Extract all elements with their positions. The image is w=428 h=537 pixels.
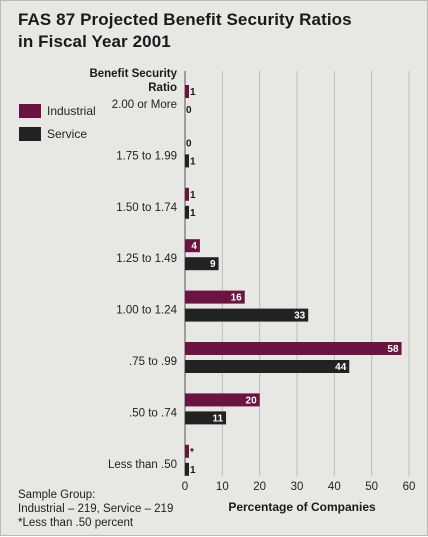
bar-value-label: 1 <box>190 156 196 167</box>
bar <box>185 360 350 373</box>
category-header: Benefit Security <box>89 68 177 80</box>
x-axis-title: Percentage of Companies <box>228 500 376 514</box>
x-tick-label: 0 <box>182 481 188 493</box>
x-tick-label: 30 <box>291 481 304 493</box>
bar <box>185 239 200 253</box>
category-label: 1.75 to 1.99 <box>116 150 177 162</box>
legend-label: Service <box>47 127 87 141</box>
x-tick-label: 40 <box>328 481 341 493</box>
footnote-line2: Industrial – 219, Service – 219 <box>18 503 174 515</box>
x-tick-label: 60 <box>403 481 416 493</box>
legend-label: Industrial <box>47 104 96 118</box>
bar <box>185 342 402 355</box>
bar <box>185 257 219 271</box>
footnote: Sample Group: Industrial – 219, Service … <box>18 488 173 530</box>
bar-value-label: 0 <box>186 138 192 149</box>
bar-value-label: 58 <box>387 344 399 355</box>
bar <box>185 308 309 322</box>
category-label: 2.00 or More <box>112 99 177 111</box>
bar-value-label: 1 <box>190 190 196 201</box>
chart-title-line1: FAS 87 Projected Benefit Security Ratios <box>18 10 352 29</box>
bar-value-label: * <box>190 447 194 458</box>
x-tick-label: 10 <box>216 481 229 493</box>
bar <box>185 85 189 98</box>
x-tick-label: 50 <box>365 481 378 493</box>
bar <box>185 154 189 168</box>
footnote-line1: Sample Group: <box>18 489 96 501</box>
bar <box>185 205 189 219</box>
category-label: 1.50 to 1.74 <box>116 202 177 214</box>
bar-value-label: 20 <box>246 395 258 406</box>
bar-value-label: 16 <box>231 293 243 304</box>
bar-value-label: 11 <box>212 413 223 424</box>
category-label: 1.25 to 1.49 <box>116 253 177 265</box>
bar-value-label: 9 <box>210 259 216 270</box>
category-label: .75 to .99 <box>129 356 177 368</box>
x-tick-label: 20 <box>253 481 266 493</box>
chart-title: FAS 87 Projected Benefit Security Ratios… <box>18 9 352 53</box>
bar <box>185 393 260 407</box>
bar-value-label: 44 <box>335 362 347 373</box>
category-label: 1.00 to 1.24 <box>116 305 177 317</box>
footnote-line3: *Less than .50 percent <box>18 517 134 529</box>
category-header: Ratio <box>148 82 177 94</box>
legend-swatch <box>19 104 41 118</box>
bar <box>185 444 189 458</box>
bar <box>185 462 189 476</box>
legend-swatch <box>19 127 41 141</box>
bar <box>185 187 189 201</box>
bar-value-label: 0 <box>186 105 192 116</box>
category-label: .50 to .74 <box>129 407 178 419</box>
bar-value-label: 4 <box>191 241 197 252</box>
bar <box>185 411 227 425</box>
category-label: Less than .50 <box>108 459 177 471</box>
bar-value-label: 1 <box>190 87 196 98</box>
bar <box>185 290 245 304</box>
chart-title-line2: in Fiscal Year 2001 <box>18 32 171 51</box>
bar-value-label: 1 <box>190 208 196 219</box>
bar-value-label: 1 <box>190 465 196 476</box>
bar-value-label: 33 <box>294 311 306 322</box>
